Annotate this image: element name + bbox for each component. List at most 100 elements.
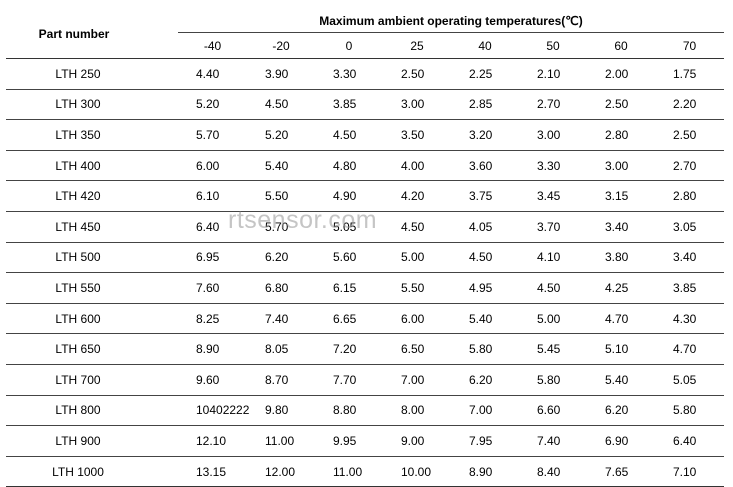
current-value-cell: 4.80	[315, 150, 383, 182]
table-row: LTH 500 6.95 6.20 5.60 5.00 4.50 4.10 3.80 3.40	[6, 242, 725, 274]
header-row-top: Part number Maximum ambient operating te…	[6, 10, 725, 59]
current-value-cell: 10.00	[383, 456, 451, 487]
current-value-cell: 4.70	[587, 303, 655, 335]
part-number-cell: LTH 900	[6, 425, 178, 457]
current-value-cell: 5.45	[519, 333, 587, 365]
current-value-cell: 5.70	[247, 211, 315, 243]
current-value-cell: 7.70	[315, 364, 383, 396]
current-value-cell: 4.25	[587, 272, 655, 304]
current-value-cell: 2.85	[451, 89, 519, 121]
current-value-cell: 12.00	[247, 456, 315, 487]
current-value-cell: 4.05	[451, 211, 519, 243]
current-value-cell: 6.15	[315, 272, 383, 304]
current-value-cell: 5.80	[655, 395, 725, 427]
table-row: LTH 450 6.40 5.70 5.05 4.50 4.05 3.70 3.40 3.05	[6, 211, 725, 243]
current-value-cell: 2.10	[519, 58, 587, 90]
current-value-cell: 6.10	[178, 180, 247, 212]
current-value-cell: 7.40	[519, 425, 587, 457]
current-value-cell: 5.20	[247, 119, 315, 151]
current-value-cell: 8.70	[247, 364, 315, 396]
part-number-cell: LTH 250	[6, 58, 178, 90]
table-row: LTH 800 10402222 9.80 8.80 8.00 7.00 6.60 6.20 5…	[6, 395, 725, 427]
current-value-cell: 9.60	[178, 364, 247, 396]
current-value-cell: 2.25	[451, 58, 519, 90]
current-value-cell: 6.00	[383, 303, 451, 335]
table-row: LTH 250 4.40 3.90 3.30 2.50 2.25 2.10 2.00 1.75	[6, 58, 725, 90]
current-value-cell: 4.90	[315, 180, 383, 212]
current-value-cell: 5.00	[383, 242, 451, 274]
current-value-cell: 3.40	[655, 242, 725, 274]
table-body: LTH 250 4.40 3.90 3.30 2.50 2.25 2.10 2.00 1.75 L…	[6, 58, 725, 487]
current-value-cell: 3.85	[655, 272, 725, 304]
current-value-cell: 8.25	[178, 303, 247, 335]
current-value-cell: 7.40	[247, 303, 315, 335]
current-value-cell: 3.90	[247, 58, 315, 90]
current-value-cell: 9.00	[383, 425, 451, 457]
current-value-cell: 4.10	[519, 242, 587, 274]
current-value-cell: 5.40	[587, 364, 655, 396]
table-row: LTH 900 12.10 11.00 9.95 9.00 7.95 7.40 6.90 6.4…	[6, 425, 725, 457]
current-value-cell: 2.00	[587, 58, 655, 90]
current-value-cell: 5.20	[178, 89, 247, 121]
current-value-cell: 6.65	[315, 303, 383, 335]
part-number-cell: LTH 500	[6, 242, 178, 274]
current-value-cell: 3.00	[519, 119, 587, 151]
current-value-cell: 1.75	[655, 58, 725, 90]
table-row: LTH 600 8.25 7.40 6.65 6.00 5.40 5.00 4.70 4.30	[6, 303, 725, 335]
current-value-cell: 6.20	[451, 364, 519, 396]
part-number-cell: LTH 450	[6, 211, 178, 243]
current-value-cell: 3.00	[383, 89, 451, 121]
current-value-cell: 3.50	[383, 119, 451, 151]
current-value-cell: 9.80	[247, 395, 315, 427]
part-number-cell: LTH 400	[6, 150, 178, 182]
part-number-cell: LTH 700	[6, 364, 178, 396]
temp-column-header: 40	[451, 32, 519, 59]
table-row: LTH 300 5.20 4.50 3.85 3.00 2.85 2.70 2.50 2.20	[6, 89, 725, 121]
current-value-cell: 4.50	[451, 242, 519, 274]
part-number-cell: LTH 1000	[6, 456, 178, 487]
current-value-cell: 4.00	[383, 150, 451, 182]
current-value-cell: 6.50	[383, 333, 451, 365]
current-value-cell: 7.10	[655, 456, 725, 487]
current-value-cell: 5.50	[247, 180, 315, 212]
current-value-cell: 2.80	[655, 180, 725, 212]
current-value-cell: 3.05	[655, 211, 725, 243]
table-row: LTH 420 6.10 5.50 4.90 4.20 3.75 3.45 3.15 2.80	[6, 180, 725, 212]
current-value-cell: 3.30	[519, 150, 587, 182]
temp-column-header: 25	[383, 32, 451, 59]
current-value-cell: 4.50	[247, 89, 315, 121]
temp-column-header: -40	[178, 32, 247, 59]
current-value-cell: 5.00	[519, 303, 587, 335]
current-value-cell: 11.00	[247, 425, 315, 457]
current-value-cell: 5.50	[383, 272, 451, 304]
header-row-temperatures: -40 -20 0 25 40 50 60 70	[6, 32, 725, 59]
current-value-cell: 8.40	[519, 456, 587, 487]
current-value-cell: 12.10	[178, 425, 247, 457]
current-value-cell: 2.50	[655, 119, 725, 151]
current-value-cell: 2.70	[519, 89, 587, 121]
part-number-cell: LTH 420	[6, 180, 178, 212]
current-value-cell: 2.20	[655, 89, 725, 121]
current-value-cell: 4.30	[655, 303, 725, 335]
current-value-cell: 5.40	[247, 150, 315, 182]
temp-column-header: 60	[587, 32, 655, 59]
current-value-cell: 7.95	[451, 425, 519, 457]
current-value-cell: 7.60	[178, 272, 247, 304]
current-value-cell: 6.90	[587, 425, 655, 457]
part-number-cell: LTH 600	[6, 303, 178, 335]
current-value-cell: 5.60	[315, 242, 383, 274]
current-value-cell: 3.40	[587, 211, 655, 243]
part-number-cell: LTH 350	[6, 119, 178, 151]
current-value-cell: 3.60	[451, 150, 519, 182]
table-row: LTH 400 6.00 5.40 4.80 4.00 3.60 3.30 3.00 2.70	[6, 150, 725, 182]
current-value-cell: 8.90	[451, 456, 519, 487]
current-value-cell: 2.70	[655, 150, 725, 182]
current-value-cell: 5.80	[451, 333, 519, 365]
current-value-cell: 6.20	[587, 395, 655, 427]
current-value-cell: 2.80	[587, 119, 655, 151]
current-value-cell: 7.20	[315, 333, 383, 365]
current-value-cell: 5.40	[451, 303, 519, 335]
current-value-cell: 2.50	[587, 89, 655, 121]
watermark: rtsensor.com	[228, 206, 378, 234]
temp-column-header: -20	[247, 32, 315, 59]
